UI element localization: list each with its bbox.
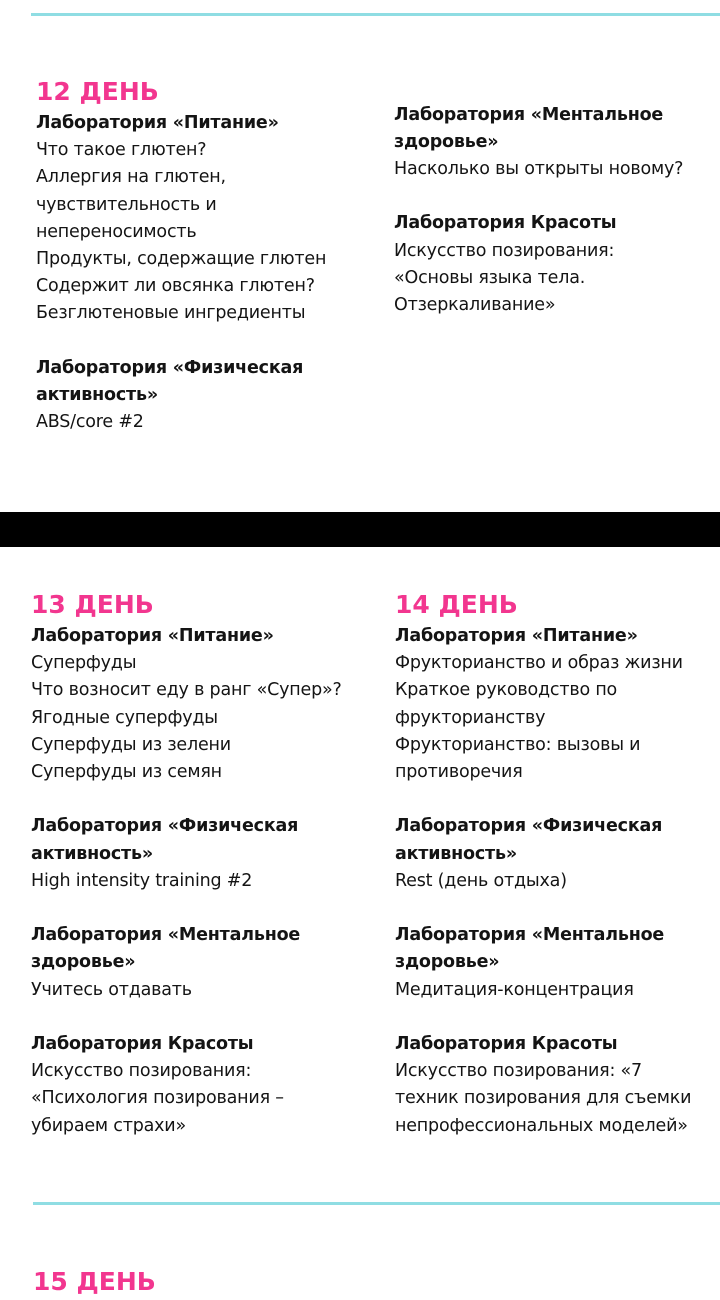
lab-topic: Искусство позирования: — [394, 240, 615, 261]
lab-topic: Суперфуды — [31, 653, 137, 674]
lab-block: Лаборатория «Ментальное здоровье» Медитаци… — [395, 922, 720, 1004]
lab-block: Лаборатория «Питание» Что такое глютен? Ал… — [36, 110, 366, 328]
lab-heading: активность» — [395, 843, 517, 864]
bottom-divider — [33, 1202, 720, 1205]
lab-topic: Фрукторианство: вызовы и — [395, 734, 641, 755]
lab-heading: Лаборатория «Физическая — [31, 816, 299, 837]
day15-column: 15 ДЕНЬ — [33, 1264, 363, 1300]
lab-topic: «Основы языка тела. — [394, 267, 586, 288]
lab-topic: Насколько вы открыты новому? — [394, 158, 684, 179]
lab-heading: Лаборатория Красоты — [395, 1034, 618, 1054]
lab-block: Лаборатория «Ментальное здоровье» Наскольк… — [394, 102, 720, 184]
lab-topic: Краткое руководство по — [395, 680, 618, 701]
day12-left-column: 12 ДЕНЬ Лаборатория «Питание» Что такое г… — [36, 74, 366, 436]
lab-topic: Аллергия на глютен, — [36, 167, 226, 188]
day13-title: 13 ДЕНЬ — [31, 590, 154, 619]
day14-title: 14 ДЕНЬ — [395, 590, 518, 619]
lab-block: Лаборатория Красоты Искусство позирования… — [395, 1031, 720, 1140]
lab-heading: Лаборатория «Питание» — [36, 113, 279, 133]
day14-blocks: Лаборатория «Питание» Фрукторианство и об… — [395, 623, 720, 1140]
lab-topic: чувствительность и — [36, 194, 217, 215]
day14-column: 14 ДЕНЬ Лаборатория «Питание» Фрукторианс… — [395, 587, 720, 1140]
lab-heading: Лаборатория Красоты — [394, 213, 617, 234]
lab-topic: непереносимость — [36, 221, 197, 242]
lab-topic: «Психология позирования – — [31, 1088, 284, 1109]
lab-topic: Искусство позирования: «7 — [395, 1061, 642, 1082]
lab-heading: активность» — [31, 843, 153, 864]
lab-topic: Отзеркаливание» — [394, 294, 556, 315]
lab-block: Лаборатория «Физическая активность» High i… — [31, 813, 361, 895]
lab-block: Лаборатория «Ментальное здоровье» Учитесь … — [31, 922, 361, 1004]
lab-heading: Лаборатория Красоты — [31, 1034, 254, 1054]
lab-block: Лаборатория «Физическая активность» ABS/co… — [36, 355, 366, 437]
lab-topic: Искусство позирования: — [31, 1061, 252, 1082]
day12-right-blocks: Лаборатория «Ментальное здоровье» Наскольк… — [394, 102, 720, 320]
lab-topic: непрофессиональных моделей» — [395, 1115, 688, 1136]
day12-right-column: Лаборатория «Ментальное здоровье» Наскольк… — [394, 102, 720, 320]
section-separator-band — [0, 512, 720, 547]
lab-heading: здоровье» — [395, 952, 500, 973]
lab-block: Лаборатория Красоты Искусство позирования… — [394, 210, 720, 319]
lab-topic: техник позирования для съемки — [395, 1088, 692, 1109]
lab-block: Лаборатория Красоты Искусство позирования… — [31, 1031, 361, 1140]
lab-topic: Суперфуды из семян — [31, 762, 222, 783]
lab-heading: здоровье» — [31, 952, 136, 973]
lab-topic: Ягодные суперфуды — [31, 707, 218, 728]
lab-block: Лаборатория «Питание» Суперфуды Что вознос… — [31, 623, 361, 786]
lab-heading: Лаборатория «Физическая — [36, 357, 304, 378]
lab-topic: Фрукторианство и образ жизни — [395, 653, 683, 674]
lab-topic: убираем страхи» — [31, 1115, 186, 1136]
lab-heading: Лаборатория «Ментальное — [394, 104, 664, 125]
lab-topic: High intensity training #2 — [31, 870, 253, 891]
lab-topic: Безглютеновые ингредиенты — [36, 303, 306, 324]
day13-column: 13 ДЕНЬ Лаборатория «Питание» Суперфуды Чт… — [31, 587, 361, 1140]
lab-heading: здоровье» — [394, 131, 499, 152]
lab-topic: Медитация-концентрация — [395, 979, 634, 1000]
lab-heading: Лаборатория «Ментальное — [395, 925, 665, 946]
lab-topic: ABS/core #2 — [36, 412, 144, 433]
lab-topic: Rest (день отдыха) — [395, 870, 567, 891]
lab-topic: Что возносит еду в ранг «Супер»? — [31, 680, 342, 701]
top-divider — [31, 13, 720, 16]
lab-block: Лаборатория «Питание» Фрукторианство и об… — [395, 623, 720, 786]
day12-left-blocks: Лаборатория «Питание» Что такое глютен? Ал… — [36, 110, 366, 436]
lab-topic: Учитесь отдавать — [31, 979, 192, 1000]
lab-topic: Что такое глютен? — [36, 140, 207, 161]
day12-title: 12 ДЕНЬ — [36, 77, 159, 106]
lab-heading: Лаборатория «Питание» — [395, 626, 638, 646]
lab-heading: Лаборатория «Ментальное — [31, 925, 301, 946]
lab-topic: Содержит ли овсянка глютен? — [36, 276, 315, 297]
lab-topic: Суперфуды из зелени — [31, 734, 231, 755]
lab-topic: противоречия — [395, 762, 523, 783]
lab-topic: фрукторианству — [395, 707, 546, 728]
day15-title: 15 ДЕНЬ — [33, 1267, 156, 1296]
day13-blocks: Лаборатория «Питание» Суперфуды Что вознос… — [31, 623, 361, 1140]
lab-block: Лаборатория «Физическая активность» Rest (… — [395, 813, 720, 895]
lab-heading: Лаборатория «Питание» — [31, 626, 274, 646]
lab-topic: Продукты, содержащие глютен — [36, 249, 327, 270]
lab-heading: Лаборатория «Физическая — [395, 816, 663, 837]
lab-heading: активность» — [36, 385, 158, 406]
